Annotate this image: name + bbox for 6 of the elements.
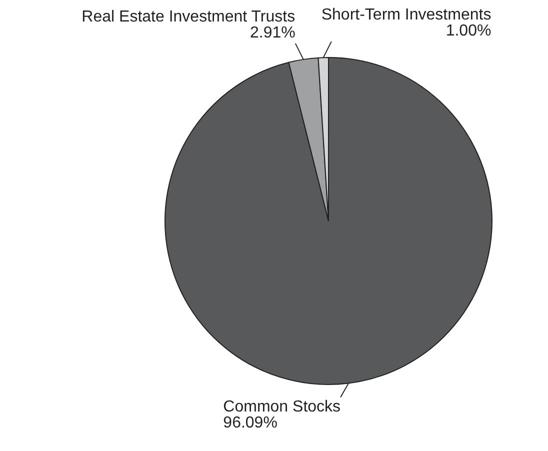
slice-label: Short-Term Investments — [321, 6, 492, 24]
slice-label: Common Stocks — [223, 398, 341, 416]
data-label: 96.09% — [223, 414, 278, 432]
data-label: 1.00% — [446, 22, 492, 40]
slice-label: Real Estate Investment Trusts — [82, 8, 296, 26]
data-label: 2.91% — [250, 24, 296, 42]
